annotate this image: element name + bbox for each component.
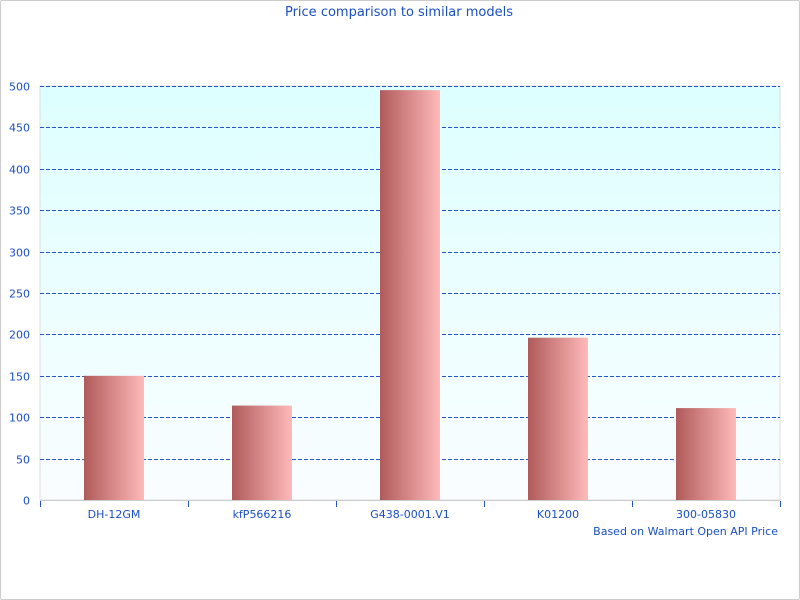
y-tick-label: 500 xyxy=(9,81,30,94)
chart-title: Price comparison to similar models xyxy=(285,5,513,20)
bar-DH-12GM xyxy=(84,375,144,500)
y-tick-label: 350 xyxy=(9,205,30,218)
bar-kfP566216 xyxy=(232,405,292,500)
y-tick-label: 200 xyxy=(9,329,30,342)
bar-G438-0001.V1 xyxy=(380,90,440,500)
y-tick-label: 0 xyxy=(23,495,30,508)
x-tick-label: G438-0001.V1 xyxy=(370,508,450,521)
x-tick-label: DH-12GM xyxy=(88,508,141,521)
bar-K01200 xyxy=(528,337,588,500)
x-axis-label: Based on Walmart Open API Price xyxy=(593,525,778,538)
x-tick-label: kfP566216 xyxy=(233,508,292,521)
y-tick-label: 100 xyxy=(9,412,30,425)
y-tick-label: 250 xyxy=(9,288,30,301)
y-tick-label: 300 xyxy=(9,247,30,260)
y-tick-label: 150 xyxy=(9,371,30,384)
bar-300-05830 xyxy=(676,408,736,500)
y-tick-label: 450 xyxy=(9,122,30,135)
y-tick-label: 400 xyxy=(9,164,30,177)
x-tick-label: 300-05830 xyxy=(676,508,736,521)
y-tick-label: 50 xyxy=(16,454,30,467)
x-tick-label: K01200 xyxy=(537,508,579,521)
